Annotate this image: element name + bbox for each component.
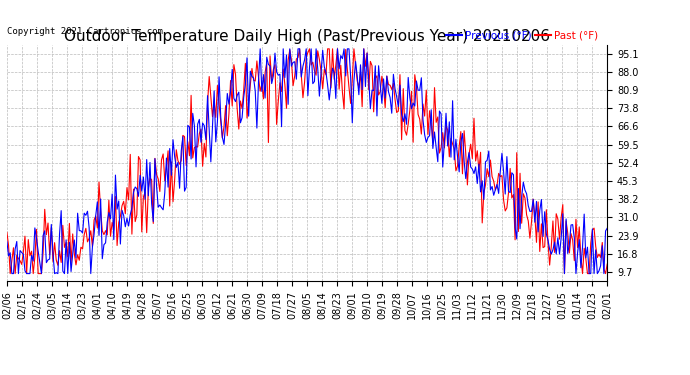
Text: Copyright 2021 Cartronics.com: Copyright 2021 Cartronics.com bbox=[7, 27, 163, 36]
Title: Outdoor Temperature Daily High (Past/Previous Year) 20210206: Outdoor Temperature Daily High (Past/Pre… bbox=[64, 29, 550, 44]
Legend: Previous (°F), Past (°F): Previous (°F), Past (°F) bbox=[442, 27, 602, 45]
